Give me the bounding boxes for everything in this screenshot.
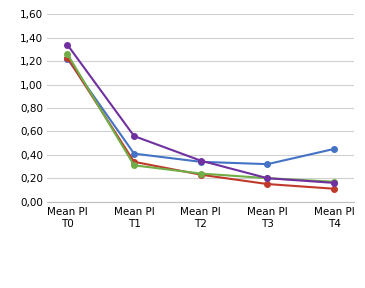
- Test group D: [265, 177, 270, 180]
- Test group D: [332, 181, 336, 185]
- Control group: [265, 162, 270, 166]
- Test group B: [132, 160, 136, 164]
- Line: Test group B: Test group B: [65, 55, 337, 192]
- Control group: [65, 57, 70, 60]
- Line: Test group D: Test group D: [65, 42, 337, 186]
- Test group D: [65, 43, 70, 47]
- Test group D: [199, 159, 203, 162]
- Test group B: [265, 182, 270, 186]
- Control group: [332, 147, 336, 151]
- Test group C: [132, 164, 136, 167]
- Test group D: [132, 134, 136, 138]
- Test group B: [199, 173, 203, 177]
- Test group C: [265, 177, 270, 180]
- Test group C: [65, 52, 70, 56]
- Line: Control group: Control group: [65, 56, 337, 167]
- Test group C: [332, 180, 336, 183]
- Line: Test group C: Test group C: [65, 51, 337, 185]
- Control group: [199, 160, 203, 164]
- Control group: [132, 152, 136, 155]
- Test group B: [332, 187, 336, 190]
- Test group B: [65, 56, 70, 59]
- Test group C: [199, 172, 203, 175]
